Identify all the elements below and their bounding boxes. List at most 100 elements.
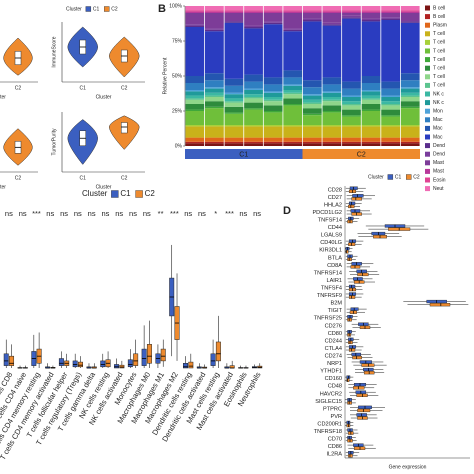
bar-segment: [400, 80, 420, 88]
significance: ns: [101, 209, 109, 218]
bar-segment: [361, 95, 381, 99]
bar-segment: [400, 21, 420, 23]
box: [348, 340, 353, 345]
y-tick-label: 50%: [172, 73, 183, 79]
box: [353, 446, 366, 450]
bar-segment: [361, 91, 381, 96]
y-tick-label: CD276: [325, 323, 342, 329]
legend-swatch: [387, 174, 394, 180]
bar-segment: [361, 83, 381, 90]
box: [347, 398, 352, 402]
bar-segment: [204, 10, 224, 12]
bar-segment: [283, 29, 303, 32]
bar-segment: [204, 13, 224, 29]
y-tick-label: TIGIT: [328, 308, 343, 314]
y-tick-label: NRP1: [327, 361, 342, 367]
box: [210, 353, 216, 366]
box: [356, 393, 368, 397]
bar-segment: [322, 91, 342, 93]
bar-segment: [244, 98, 263, 103]
x-axis-label: Gene expression: [389, 464, 427, 470]
legend-label: Mac: [433, 126, 443, 132]
bar-segment: [381, 126, 401, 138]
y-tick-label: LAIR1: [326, 278, 342, 284]
x-axis-label: Cluster: [0, 184, 6, 190]
legend-label: NK c: [433, 91, 444, 97]
legend-swatch: [406, 174, 412, 180]
bar-segment: [283, 104, 303, 106]
significance: ns: [129, 209, 137, 218]
bar-segment: [342, 10, 361, 12]
bar-segment: [263, 99, 283, 102]
bar-segment: [302, 11, 322, 13]
bar-segment: [400, 101, 420, 107]
y-tick-label: BTLA: [328, 255, 342, 261]
bar-segment: [361, 111, 381, 125]
y-tick-label: TNFSF4: [321, 285, 342, 291]
box: [349, 186, 358, 190]
bar-segment: [244, 97, 263, 99]
bar-segment: [381, 137, 401, 142]
bar-segment: [381, 11, 401, 13]
bar-segment: [263, 125, 283, 127]
bar-segment: [224, 101, 244, 103]
legend-swatch: [425, 160, 430, 166]
bar-segment: [381, 104, 401, 106]
bar-segment: [381, 101, 401, 104]
bar-segment: [185, 126, 205, 138]
bar-segment: [244, 109, 263, 125]
bar-segment: [302, 80, 322, 88]
bar-segment: [204, 31, 224, 74]
legend-title: Cluster: [66, 6, 82, 12]
bar-segment: [342, 18, 361, 82]
y-tick-label: 100%: [169, 3, 182, 9]
bar-segment: [283, 141, 303, 144]
bar-segment: [204, 11, 224, 13]
y-tick-label: CD200R1: [317, 421, 342, 427]
bar-segment: [400, 11, 420, 13]
bar-segment: [263, 101, 283, 106]
bar-segment: [381, 20, 401, 82]
bar-segment: [381, 10, 401, 12]
bar-segment: [361, 13, 381, 19]
bar-segment: [400, 141, 420, 144]
bar-segment: [244, 125, 263, 127]
box: [160, 348, 166, 362]
bar-segment: [204, 126, 224, 138]
bar-segment: [244, 90, 263, 95]
box: [347, 435, 352, 440]
bar-segment: [224, 20, 244, 22]
bar-segment: [361, 10, 381, 12]
y-tick-label: 0%: [175, 143, 183, 149]
y-tick-label: CD244: [325, 338, 342, 344]
box: [350, 209, 361, 213]
box: [215, 341, 221, 362]
box: [347, 257, 352, 261]
box: [3, 353, 9, 366]
legend-swatch: [425, 151, 430, 157]
y-tick-label: YTHDF1: [320, 369, 342, 375]
significance: **: [158, 209, 164, 218]
legend-swatch: [425, 143, 430, 149]
legend-label: C1: [395, 174, 402, 180]
box: [352, 355, 362, 360]
bar-segment: [302, 126, 322, 138]
bar-segment: [302, 99, 322, 103]
legend-swatch: [425, 57, 430, 63]
y-tick-label: B2M: [330, 301, 342, 307]
bar-segment: [204, 80, 224, 88]
box: [72, 360, 78, 368]
bar-segment: [244, 88, 263, 90]
legend-title: Cluster: [82, 189, 108, 198]
x-axis-label: Cluster: [96, 184, 112, 190]
bar-segment: [283, 84, 303, 86]
bar-segment: [185, 109, 205, 111]
bar-segment: [204, 141, 224, 144]
bar-segment: [361, 137, 381, 142]
box: [348, 295, 356, 299]
bar-segment: [322, 126, 342, 138]
box: [183, 363, 188, 369]
bar-segment: [185, 104, 205, 110]
bar-segment: [185, 137, 205, 142]
bar-segment: [283, 98, 303, 104]
